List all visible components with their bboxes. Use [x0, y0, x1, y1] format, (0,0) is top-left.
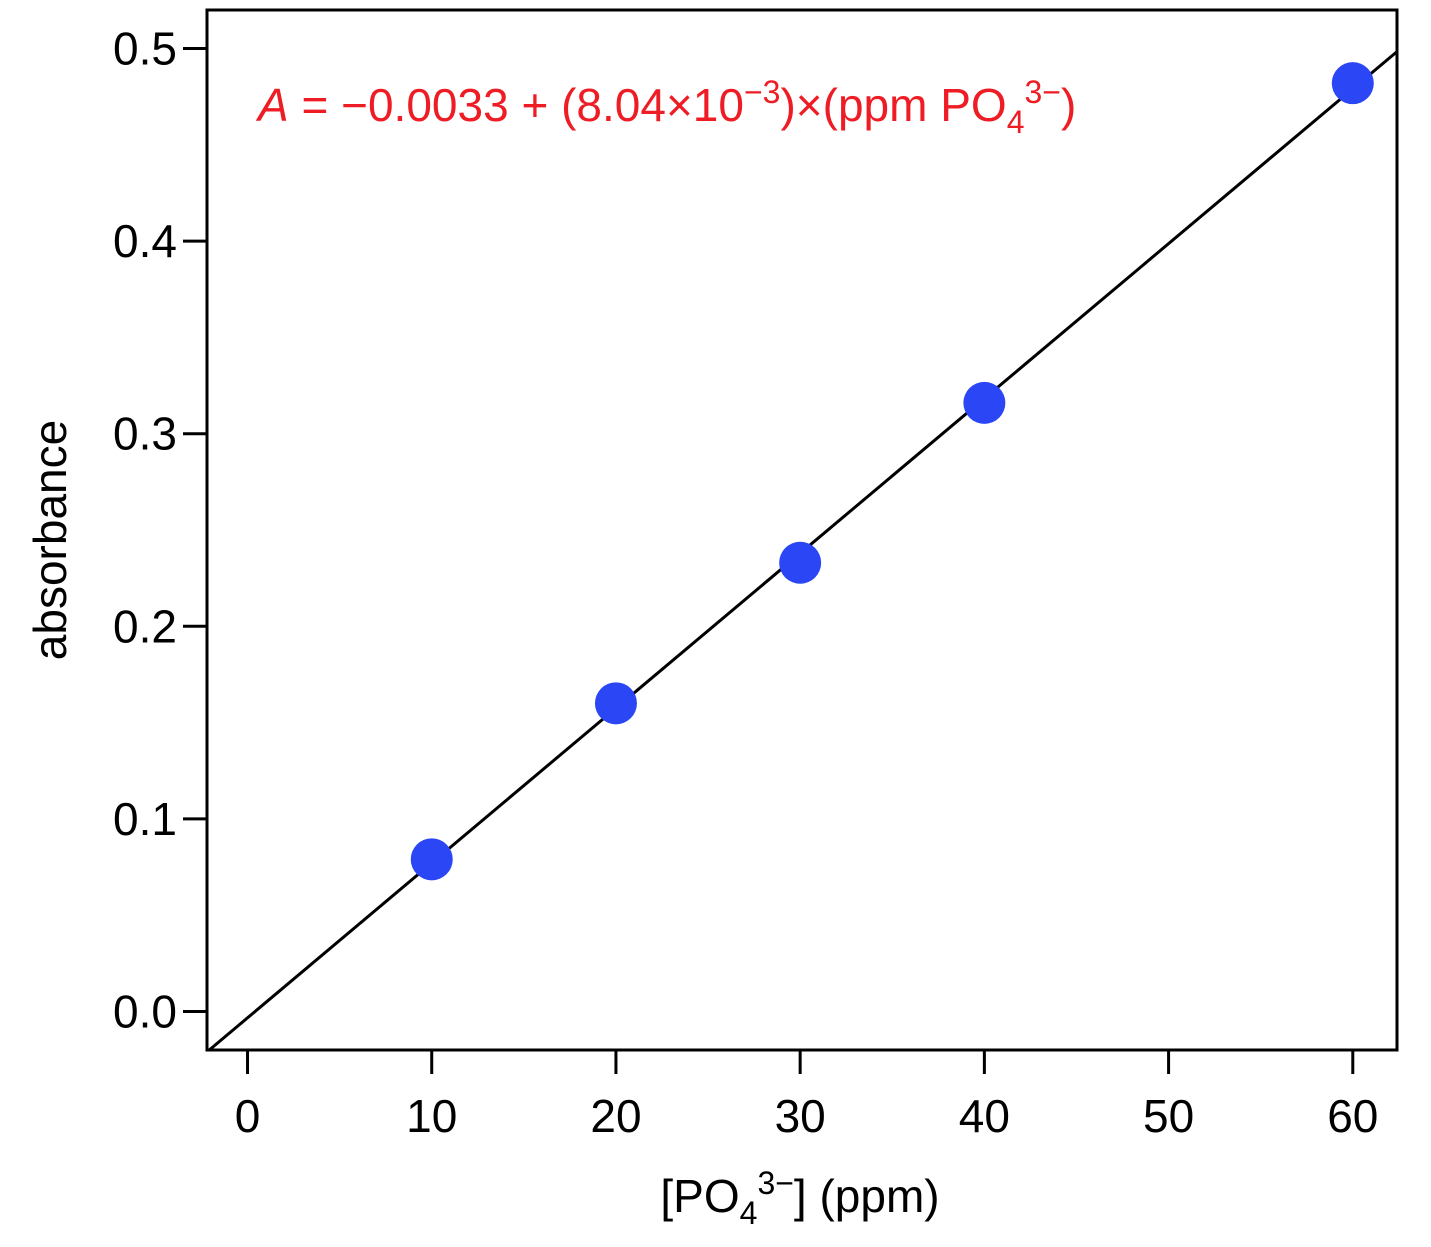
x-tick-label: 30 — [775, 1090, 826, 1142]
x-tick-label: 10 — [406, 1090, 457, 1142]
y-tick-label: 0.4 — [113, 215, 177, 267]
x-title-subscript: 4 — [740, 1195, 758, 1231]
fit-equation: A = −0.0033 + (8.04×10−3)×(ppm PO43−) — [255, 74, 1076, 140]
y-tick-label: 0.1 — [113, 793, 177, 845]
data-point — [410, 838, 453, 881]
x-tick-label: 20 — [590, 1090, 641, 1142]
data-point — [779, 541, 822, 584]
x-tick-label: 60 — [1327, 1090, 1378, 1142]
y-tick-label: 0.2 — [113, 600, 177, 652]
data-points — [410, 62, 1374, 881]
equation-part-2: )×(ppm PO — [780, 79, 1006, 131]
equation-variable: A — [255, 79, 289, 131]
x-tick-label: 40 — [959, 1090, 1010, 1142]
x-tick-label: 0 — [235, 1090, 261, 1142]
x-tick-label: 50 — [1143, 1090, 1194, 1142]
plot-frame — [205, 8, 1399, 1052]
x-axis-title: [PO43−] (ppm) — [660, 1165, 939, 1231]
equation-part-3: ) — [1061, 79, 1076, 131]
data-point — [1331, 62, 1374, 105]
y-tick-label: 0.0 — [113, 985, 177, 1037]
data-point — [594, 682, 637, 725]
y-axis-ticks: 0.0 0.1 0.2 0.3 0.4 0.5 — [113, 23, 207, 1037]
data-point — [963, 381, 1006, 424]
equation-subscript: 4 — [1007, 104, 1025, 140]
x-title-superscript: 3− — [757, 1165, 793, 1201]
equation-exponent: −3 — [744, 74, 780, 110]
x-title-prefix: [PO — [660, 1170, 739, 1222]
x-title-suffix: ] (ppm) — [794, 1170, 940, 1222]
y-axis-title: absorbance — [24, 420, 76, 660]
y-tick-label: 0.5 — [113, 23, 177, 75]
equation-part-1: = −0.0033 + (8.04×10 — [289, 79, 744, 131]
equation-superscript: 3− — [1025, 74, 1061, 110]
x-axis-ticks: 0 10 20 30 40 50 60 — [235, 1050, 1378, 1142]
y-tick-label: 0.3 — [113, 408, 177, 460]
